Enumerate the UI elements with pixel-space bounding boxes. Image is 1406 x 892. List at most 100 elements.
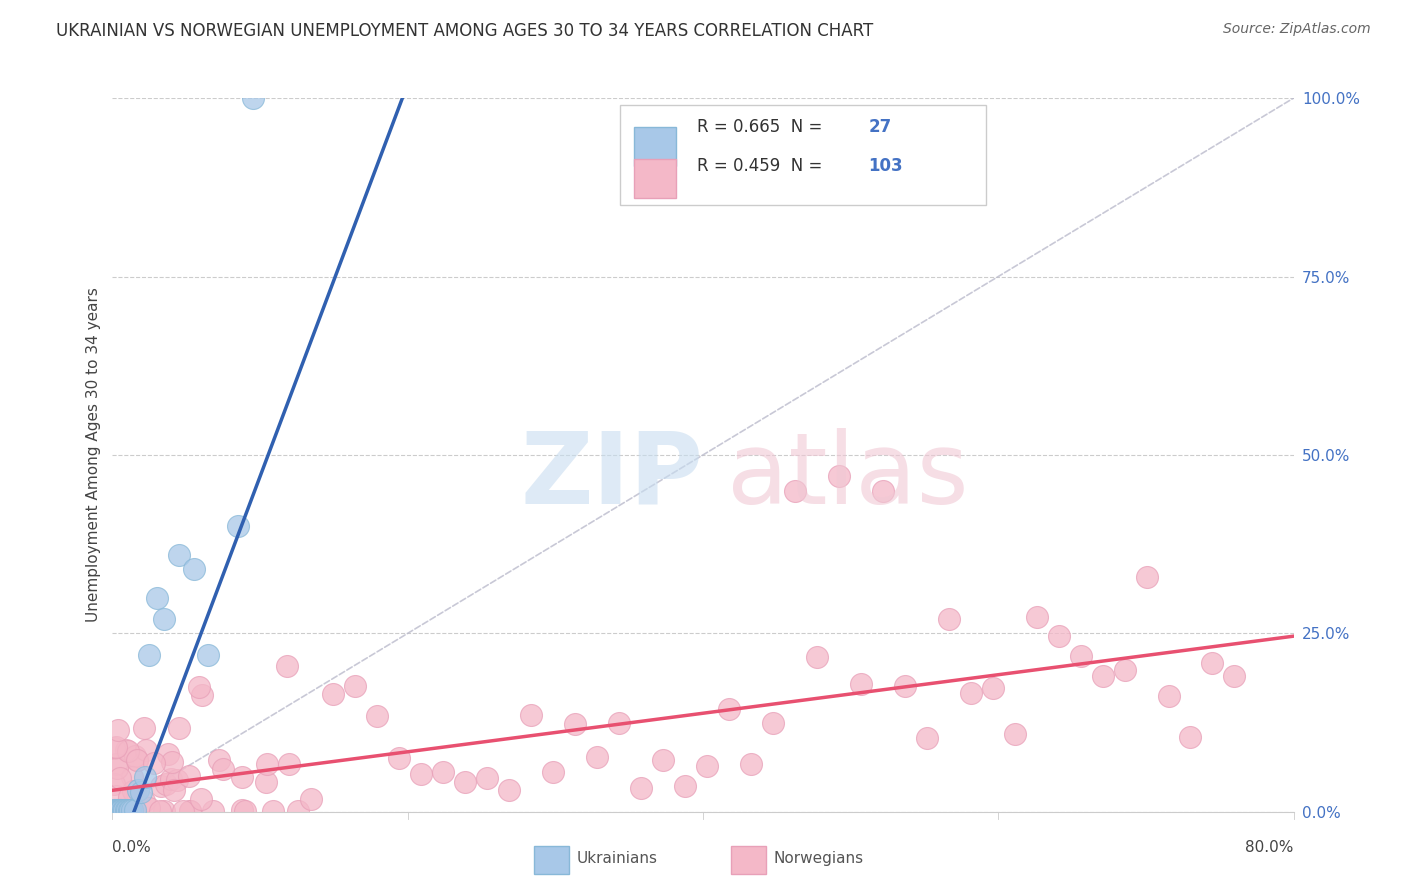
Point xyxy=(111,803,134,817)
Point xyxy=(454,775,477,789)
Point xyxy=(118,803,141,817)
Point xyxy=(262,804,284,818)
Point xyxy=(276,659,298,673)
Point xyxy=(1025,609,1047,624)
Point xyxy=(1114,663,1136,677)
Point xyxy=(388,751,411,765)
Point xyxy=(127,753,149,767)
Point xyxy=(938,612,960,626)
Point xyxy=(103,803,125,817)
Point xyxy=(108,803,131,817)
Point xyxy=(806,650,828,665)
Point xyxy=(135,743,157,757)
Point xyxy=(242,91,264,105)
Point xyxy=(125,753,148,767)
Text: atlas: atlas xyxy=(727,428,969,524)
Point xyxy=(762,715,785,730)
Point xyxy=(117,804,139,818)
Point xyxy=(150,779,173,793)
Point xyxy=(115,804,138,818)
Point xyxy=(179,804,201,818)
Point xyxy=(366,709,388,723)
Point xyxy=(149,804,172,818)
Bar xyxy=(634,127,676,166)
Point xyxy=(1091,669,1114,683)
Point xyxy=(155,776,177,790)
Point xyxy=(107,723,129,737)
Point xyxy=(160,772,183,786)
Point xyxy=(107,803,129,817)
Point xyxy=(498,782,520,797)
Point xyxy=(112,803,135,817)
Text: 27: 27 xyxy=(869,118,891,136)
Point xyxy=(651,754,673,768)
Point xyxy=(104,757,127,772)
Point xyxy=(104,803,127,817)
Point xyxy=(166,772,188,787)
Point xyxy=(432,765,454,780)
Point xyxy=(233,804,256,818)
Point xyxy=(299,792,322,806)
Text: Source: ZipAtlas.com: Source: ZipAtlas.com xyxy=(1223,22,1371,37)
Point xyxy=(134,721,156,735)
Point xyxy=(104,789,127,804)
Point xyxy=(201,804,224,818)
Text: Norwegians: Norwegians xyxy=(773,851,863,865)
Text: UKRAINIAN VS NORWEGIAN UNEMPLOYMENT AMONG AGES 30 TO 34 YEARS CORRELATION CHART: UKRAINIAN VS NORWEGIAN UNEMPLOYMENT AMON… xyxy=(56,22,873,40)
Point xyxy=(103,741,125,756)
Point xyxy=(188,680,211,694)
Text: 103: 103 xyxy=(869,157,903,175)
Point xyxy=(124,787,146,801)
Point xyxy=(138,648,160,662)
Point xyxy=(564,717,586,731)
Point xyxy=(915,731,938,745)
Point xyxy=(117,744,139,758)
Point xyxy=(120,803,142,817)
Point xyxy=(849,677,872,691)
Point xyxy=(1004,727,1026,741)
Text: 0.0%: 0.0% xyxy=(112,840,152,855)
Point xyxy=(254,775,277,789)
Point xyxy=(146,591,169,605)
Point xyxy=(127,783,149,797)
Point xyxy=(124,803,146,817)
Point xyxy=(172,804,194,818)
Point xyxy=(475,771,498,785)
Point xyxy=(124,748,146,763)
Y-axis label: Unemployment Among Ages 30 to 34 years: Unemployment Among Ages 30 to 34 years xyxy=(86,287,101,623)
Point xyxy=(1135,570,1157,584)
Point xyxy=(1047,628,1070,642)
Point xyxy=(103,777,125,791)
Text: R = 0.459  N =: R = 0.459 N = xyxy=(697,157,828,175)
Point xyxy=(197,648,219,662)
Point xyxy=(212,762,235,776)
Point xyxy=(138,801,160,815)
Point xyxy=(541,764,564,779)
Point xyxy=(132,793,155,807)
Point xyxy=(183,562,205,576)
Point xyxy=(115,743,138,757)
Point xyxy=(115,804,138,818)
Point xyxy=(520,708,543,723)
Point xyxy=(1157,689,1180,703)
Point xyxy=(129,784,152,798)
Point xyxy=(343,679,366,693)
Text: 80.0%: 80.0% xyxy=(1246,840,1294,855)
Point xyxy=(121,784,143,798)
Point xyxy=(231,803,253,817)
Point xyxy=(153,804,176,818)
Point xyxy=(121,803,143,817)
Point xyxy=(191,688,214,702)
Point xyxy=(103,803,125,817)
Point xyxy=(607,715,630,730)
Point xyxy=(1070,648,1092,663)
Point xyxy=(167,548,190,562)
Bar xyxy=(634,159,676,198)
Point xyxy=(828,469,851,483)
Point xyxy=(783,483,806,498)
Point xyxy=(162,755,184,769)
FancyBboxPatch shape xyxy=(620,105,987,205)
Point xyxy=(231,770,253,784)
Point xyxy=(156,747,179,761)
Point xyxy=(740,757,762,772)
